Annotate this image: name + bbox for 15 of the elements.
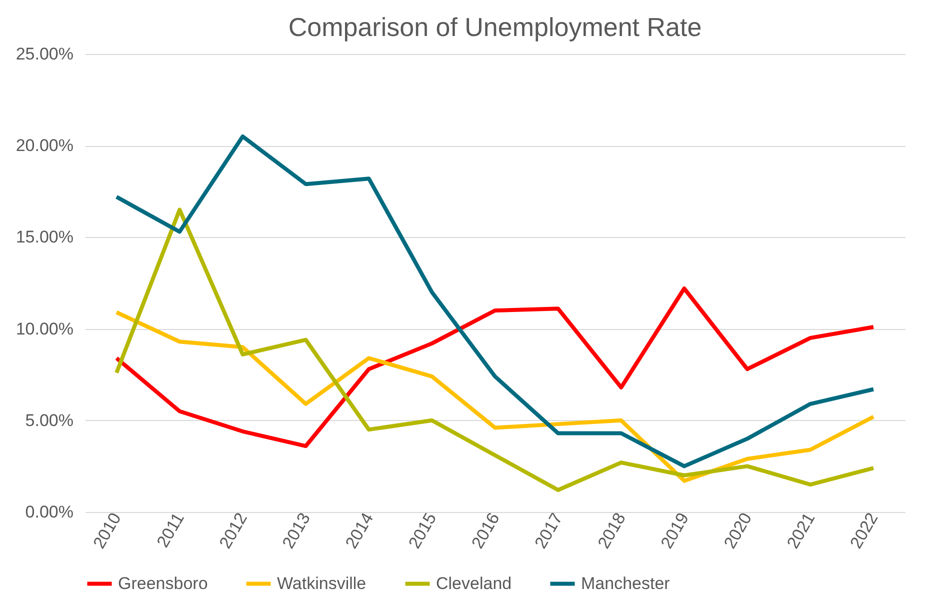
y-tick-label: 0.00% [25,502,74,522]
y-tick-label: 10.00% [16,319,74,338]
y-tick-label: 20.00% [16,136,74,156]
y-tick-label: 15.00% [16,228,74,247]
chart-title: Comparison of Unemployment Rate [288,12,702,42]
y-tick-label: 5.00% [25,410,74,430]
legend-label: Cleveland [436,574,512,593]
legend-label: Watkinsville [277,574,366,593]
line-series [114,310,876,483]
legend-label: Greensboro [118,574,208,593]
y-tick-label: 25.00% [16,44,74,64]
line-series [114,208,876,492]
line-series [114,134,876,468]
line-series [114,286,876,448]
legend-label: Manchester [581,574,670,593]
